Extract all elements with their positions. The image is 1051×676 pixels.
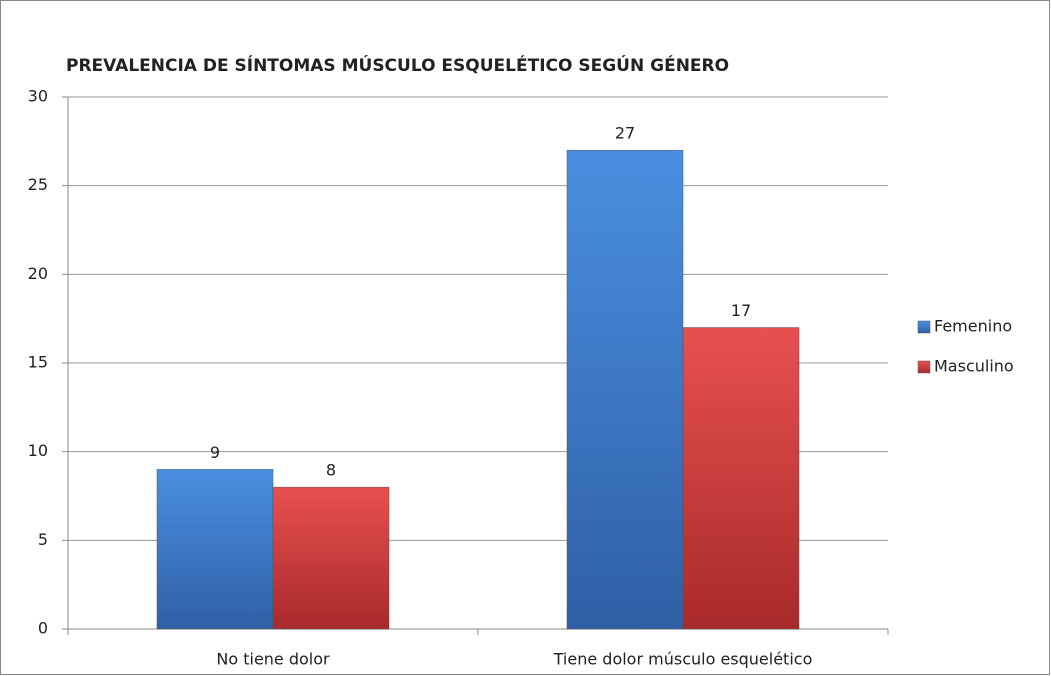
legend-swatch <box>917 320 931 334</box>
legend-label: Masculino <box>934 357 1014 376</box>
bar <box>682 327 800 630</box>
y-tick-label: 5 <box>38 530 48 549</box>
data-label: 17 <box>731 301 751 320</box>
data-label: 27 <box>615 124 635 143</box>
legend-swatch <box>917 360 931 374</box>
data-label: 8 <box>326 461 336 480</box>
chart-title: PREVALENCIA DE SÍNTOMAS MÚSCULO ESQUELÉT… <box>66 54 729 76</box>
bar <box>156 469 274 630</box>
y-tick-label: 25 <box>28 175 48 194</box>
x-tick-label: No tiene dolor <box>216 650 330 669</box>
x-tick-label: Tiene dolor músculo esquelético <box>553 650 813 669</box>
y-tick-label: 15 <box>28 353 48 372</box>
y-tick-label: 20 <box>28 264 48 283</box>
bar <box>272 486 390 630</box>
bar <box>566 149 684 630</box>
y-tick-label: 0 <box>38 619 48 638</box>
legend-label: Femenino <box>934 317 1012 336</box>
y-tick-label: 10 <box>28 441 48 460</box>
y-tick-label: 30 <box>28 87 48 106</box>
data-label: 9 <box>210 443 220 462</box>
